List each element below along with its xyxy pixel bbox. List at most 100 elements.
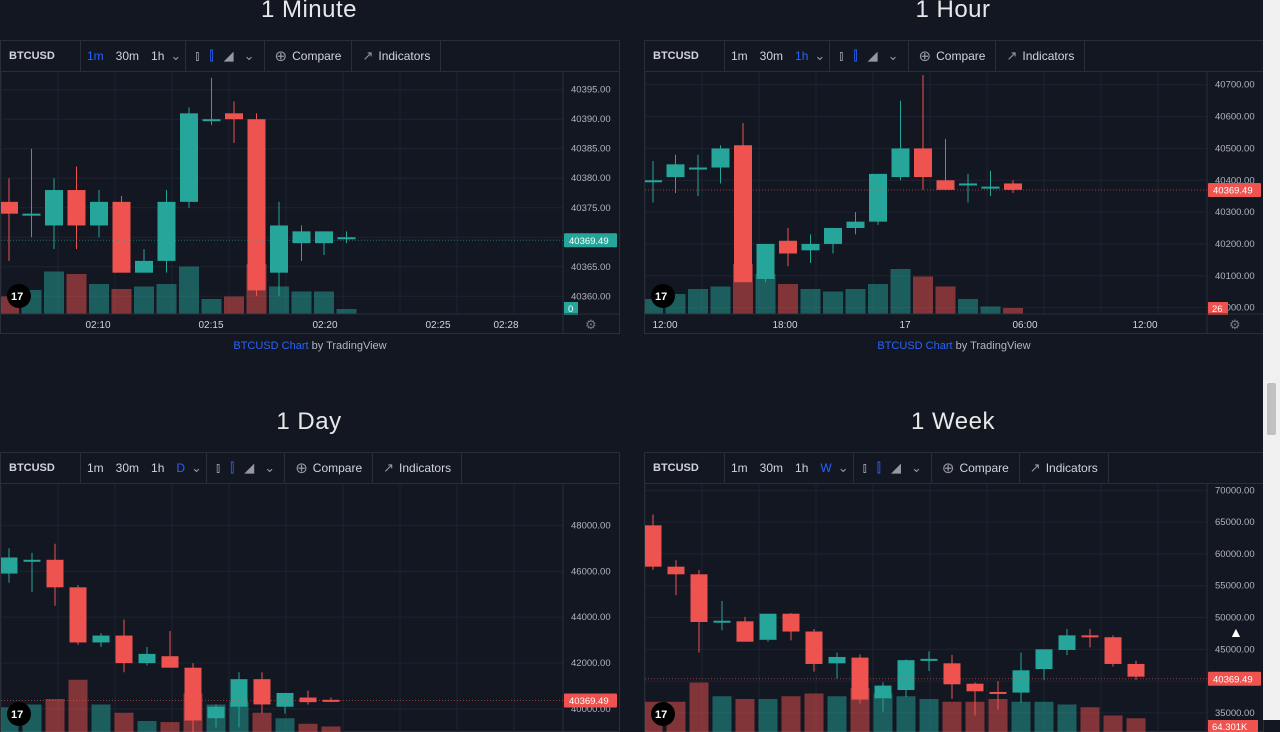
bar-style-icon[interactable]: ⫾: [211, 460, 225, 476]
area-style-icon[interactable]: ◢: [886, 460, 906, 476]
indicators-button[interactable]: ↗Indicators: [1024, 453, 1104, 483]
interval-W[interactable]: W: [814, 461, 837, 475]
indicators-button[interactable]: ↗Indicators: [377, 453, 457, 483]
indicators-label: Indicators: [1046, 461, 1098, 475]
indicators-button[interactable]: ↗Indicators: [1000, 41, 1080, 71]
chart-credit-1-minute: BTCUSD Chart by TradingView: [0, 340, 620, 352]
volume-bar: [292, 292, 312, 315]
interval-dropdown-icon[interactable]: ⌄: [170, 48, 181, 64]
area-style-icon[interactable]: ◢: [239, 460, 259, 476]
credit-link[interactable]: BTCUSD Chart: [877, 340, 952, 352]
indicators-icon: ↗: [362, 48, 373, 64]
interval-1m[interactable]: 1m: [81, 461, 110, 475]
time-axis-label: 18:00: [772, 320, 797, 331]
interval-30m[interactable]: 30m: [754, 49, 789, 63]
interval-30m[interactable]: 30m: [754, 461, 789, 475]
credit-link[interactable]: BTCUSD Chart: [233, 340, 308, 352]
settings-gear-icon[interactable]: ⚙: [585, 318, 597, 333]
candle-body: [847, 222, 865, 228]
chart-style-dropdown-icon[interactable]: ⌄: [259, 460, 280, 476]
toolbar-divider: [1019, 453, 1020, 483]
interval-1m[interactable]: 1m: [725, 461, 754, 475]
compare-button[interactable]: ⊕Compare: [289, 453, 368, 483]
volume-bar: [891, 269, 911, 314]
candle-body: [300, 698, 317, 703]
symbol-search[interactable]: BTCUSD: [645, 41, 725, 71]
candle-style-icon[interactable]: ⫿: [225, 460, 239, 476]
last-price-label: 40369.49: [1213, 674, 1253, 685]
area-style-icon[interactable]: ◢: [863, 48, 883, 64]
price-axis-label: 35000.00: [1215, 708, 1255, 719]
symbol-search[interactable]: BTCUSD: [645, 453, 725, 483]
time-axis-label: 02:10: [85, 320, 110, 331]
interval-D[interactable]: D: [170, 461, 191, 475]
bar-style-icon[interactable]: ⫾: [190, 48, 204, 64]
volume-bar: [92, 705, 111, 732]
interval-1m[interactable]: 1m: [81, 49, 110, 63]
toolbar-divider: [351, 41, 352, 71]
candle-style-icon[interactable]: ⫿: [204, 48, 218, 64]
candle-body: [689, 168, 707, 170]
candle-body: [162, 656, 179, 667]
interval-1h[interactable]: 1h: [145, 49, 170, 63]
settings-gear-icon[interactable]: ⚙: [1229, 318, 1241, 333]
interval-1h[interactable]: 1h: [789, 461, 814, 475]
price-axis-label: 65000.00: [1215, 517, 1255, 528]
bar-style-icon[interactable]: ⫾: [858, 460, 872, 476]
price-axis-label: 40100.00: [1215, 271, 1255, 282]
scrollbar-thumb[interactable]: [1267, 383, 1276, 435]
interval-dropdown-icon[interactable]: ⌄: [814, 48, 825, 64]
candlestick-chart[interactable]: 48000.0046000.0044000.0042000.0040000.00…: [1, 484, 619, 732]
time-axis-label: 02:15: [198, 320, 223, 331]
chart-style-dropdown-icon[interactable]: ⌄: [906, 460, 927, 476]
toolbar-divider: [185, 41, 186, 71]
candle-body: [1105, 637, 1122, 664]
symbol-search[interactable]: BTCUSD: [1, 453, 81, 483]
candlestick-chart[interactable]: 40700.0040600.0040500.0040400.0040300.00…: [645, 72, 1263, 334]
candle-style-icon[interactable]: ⫿: [848, 48, 862, 64]
compare-button[interactable]: ⊕Compare: [936, 453, 1015, 483]
plus-circle-icon: ⊕: [275, 47, 288, 65]
indicators-icon: ↗: [1006, 48, 1017, 64]
chart-style-dropdown-icon[interactable]: ⌄: [883, 48, 904, 64]
last-price-label: 40369.49: [569, 696, 609, 707]
interval-dropdown-icon[interactable]: ⌄: [838, 460, 849, 476]
interval-30m[interactable]: 30m: [110, 49, 145, 63]
chart-style-dropdown-icon[interactable]: ⌄: [239, 48, 260, 64]
last-price-label: 40369.49: [1213, 185, 1253, 196]
indicators-icon: ↗: [383, 460, 394, 476]
compare-button[interactable]: ⊕Compare: [913, 41, 992, 71]
bar-style-icon[interactable]: ⫾: [834, 48, 848, 64]
toolbar-divider: [1108, 453, 1109, 483]
toolbar-divider: [853, 453, 854, 483]
credit-by: by TradingView: [312, 340, 387, 352]
page-scrollbar[interactable]: [1263, 0, 1280, 720]
candle-body: [875, 686, 892, 699]
volume-bar: [69, 680, 88, 732]
candlestick-chart[interactable]: 40395.0040390.0040385.0040380.0040375.00…: [1, 72, 619, 334]
compare-button[interactable]: ⊕Compare: [269, 41, 348, 71]
candlestick-chart[interactable]: 70000.0065000.0060000.0055000.0050000.00…: [645, 484, 1263, 732]
candle-body: [1, 202, 18, 214]
interval-30m[interactable]: 30m: [110, 461, 145, 475]
price-axis-label: 70000.00: [1215, 485, 1255, 496]
candle-style-icon[interactable]: ⫿: [872, 460, 886, 476]
toolbar-divider: [264, 41, 265, 71]
candle-body: [47, 560, 64, 588]
interval-1m[interactable]: 1m: [725, 49, 754, 63]
interval-1h[interactable]: 1h: [789, 49, 814, 63]
indicators-button[interactable]: ↗Indicators: [356, 41, 436, 71]
price-axis-label: 40385.00: [571, 144, 611, 155]
volume-bar: [253, 713, 272, 732]
interval-1h[interactable]: 1h: [145, 461, 170, 475]
candle-body: [982, 187, 1000, 189]
time-axis-label: 02:20: [312, 320, 337, 331]
interval-dropdown-icon[interactable]: ⌄: [191, 460, 202, 476]
price-axis-label: 40380.00: [571, 173, 611, 184]
tradingview-logo-icon: 17: [655, 291, 667, 303]
symbol-search[interactable]: BTCUSD: [1, 41, 81, 71]
time-axis-label: 12:00: [1132, 320, 1157, 331]
candle-body: [824, 228, 842, 244]
area-style-icon[interactable]: ◢: [219, 48, 239, 64]
